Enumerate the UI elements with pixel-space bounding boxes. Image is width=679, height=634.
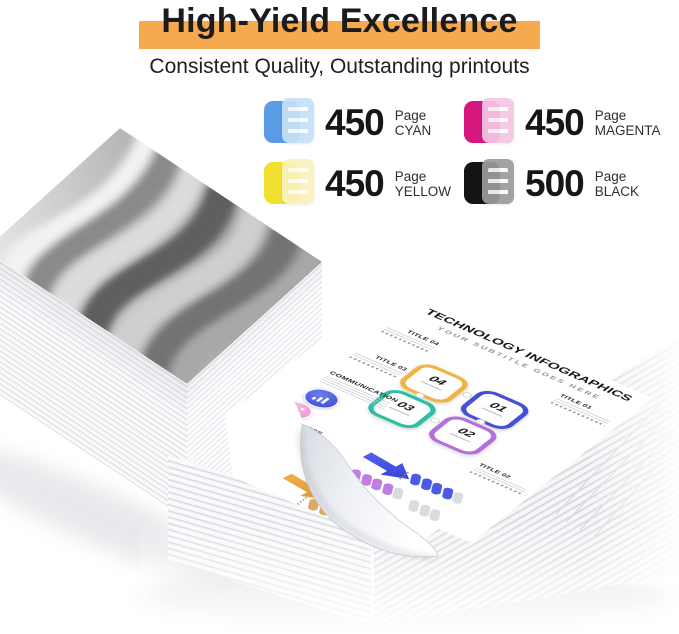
black-unit-label: Page — [594, 168, 627, 184]
yellow-yield-value: 450 — [325, 162, 385, 204]
magenta-color-label: MAGENTA — [594, 122, 661, 138]
magenta-yield-value: 450 — [525, 101, 585, 143]
yield-stat-cyan: 450 Page CYAN — [264, 92, 464, 153]
magenta-unit-label: Page — [594, 107, 627, 123]
page-subtitle: Consistent Quality, Outstanding printout… — [149, 55, 530, 78]
yellow-pages-icon — [264, 158, 314, 209]
page-title: High-Yield Excellence — [161, 2, 518, 40]
grayscale-print-sheet — [0, 128, 322, 384]
black-color-label: BLACK — [594, 183, 640, 199]
black-pages-icon — [464, 158, 514, 209]
title-03-block: TITLE 03 — [349, 347, 409, 378]
title-highlight-bar — [139, 21, 540, 49]
cyan-pages-icon — [264, 97, 314, 148]
yellow-color-label: YELLOW — [394, 183, 452, 199]
tick-column — [297, 497, 308, 505]
yield-stat-black: 500 Page BLACK — [464, 153, 679, 214]
black-yield-value: 500 — [525, 162, 585, 204]
magenta-pages-icon — [464, 97, 514, 148]
yield-stat-yellow: 450 Page YELLOW — [264, 153, 464, 214]
cyan-color-label: CYAN — [394, 122, 432, 138]
cyan-yield-value: 450 — [325, 101, 385, 143]
yield-stats: 450 Page CYAN 450 Page MAGENTA 450 — [264, 92, 679, 214]
cyan-unit-label: Page — [394, 107, 427, 123]
yellow-unit-label: Page — [394, 168, 427, 184]
tick-column — [339, 468, 350, 476]
grayscale-wave-art — [0, 128, 322, 384]
yield-stat-magenta: 450 Page MAGENTA — [464, 92, 679, 153]
title-02-block: TITLE 02 — [469, 462, 533, 495]
